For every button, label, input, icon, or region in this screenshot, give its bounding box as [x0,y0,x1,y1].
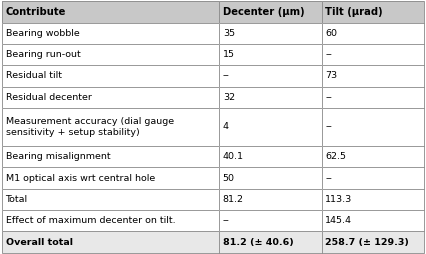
Text: --: -- [223,216,230,225]
Text: 81.2: 81.2 [223,195,244,204]
Text: 81.2 (± 40.6): 81.2 (± 40.6) [223,237,294,247]
Text: --: -- [325,93,332,102]
Text: Bearing run-out: Bearing run-out [6,50,80,59]
Bar [322,108,424,146]
Text: 15: 15 [223,50,235,59]
Bar [2,146,219,167]
Bar [219,167,322,189]
Bar [322,1,424,23]
Bar [322,146,424,167]
Text: 50: 50 [223,174,235,183]
Bar [322,65,424,87]
Bar [322,108,424,146]
Bar [2,87,219,108]
Bar [322,167,424,189]
Bar [219,23,322,44]
Bar [219,23,322,44]
Bar [322,1,424,23]
Bar [219,108,322,146]
Bar [219,146,322,167]
Bar [322,167,424,189]
Bar [219,231,322,253]
Bar [2,44,219,65]
Bar [322,210,424,231]
Text: Decenter (μm): Decenter (μm) [223,7,304,17]
Text: 145.4: 145.4 [325,216,352,225]
Bar [219,189,322,210]
Text: --: -- [223,71,230,80]
Bar [2,87,219,108]
Bar [2,108,219,146]
Bar [322,44,424,65]
Bar [322,231,424,253]
Bar [322,189,424,210]
Text: Bearing wobble: Bearing wobble [6,29,79,38]
Bar [2,231,219,253]
Bar [322,65,424,87]
Bar [322,87,424,108]
Bar [219,44,322,65]
Bar [2,65,219,87]
Text: 113.3: 113.3 [325,195,352,204]
Text: 4: 4 [223,122,229,132]
Bar [322,146,424,167]
Bar [2,231,219,253]
Text: Bearing misalignment: Bearing misalignment [6,152,110,161]
Bar [219,65,322,87]
Text: 60: 60 [325,29,337,38]
Text: Total: Total [6,195,28,204]
Text: --: -- [325,50,332,59]
Bar [219,87,322,108]
Bar [2,23,219,44]
Bar [219,189,322,210]
Text: Overall total: Overall total [6,237,72,247]
Bar [2,167,219,189]
Bar [322,189,424,210]
Bar [219,167,322,189]
Bar [2,65,219,87]
Bar [219,210,322,231]
Text: 62.5: 62.5 [325,152,346,161]
Bar [219,231,322,253]
Bar [2,146,219,167]
Bar [2,44,219,65]
Bar [2,210,219,231]
Text: --: -- [325,174,332,183]
Text: Residual tilt: Residual tilt [6,71,61,80]
Bar [219,108,322,146]
Text: Residual decenter: Residual decenter [6,93,92,102]
Bar [219,1,322,23]
Text: M1 optical axis wrt central hole: M1 optical axis wrt central hole [6,174,155,183]
Text: Effect of maximum decenter on tilt.: Effect of maximum decenter on tilt. [6,216,175,225]
Text: 40.1: 40.1 [223,152,244,161]
Bar [322,231,424,253]
Bar [2,1,219,23]
Bar [219,146,322,167]
Text: Tilt (μrad): Tilt (μrad) [325,7,383,17]
Bar [219,210,322,231]
Text: 35: 35 [223,29,235,38]
Bar [2,1,219,23]
Bar [219,87,322,108]
Bar [322,23,424,44]
Bar [2,189,219,210]
Text: 258.7 (± 129.3): 258.7 (± 129.3) [325,237,409,247]
Text: 32: 32 [223,93,235,102]
Bar [322,87,424,108]
Bar [219,65,322,87]
Bar [219,44,322,65]
Bar [322,44,424,65]
Text: Contribute: Contribute [6,7,66,17]
Text: Measurement accuracy (dial gauge
sensitivity + setup stability): Measurement accuracy (dial gauge sensiti… [6,117,174,137]
Text: 73: 73 [325,71,337,80]
Bar [2,108,219,146]
Bar [322,23,424,44]
Bar [2,210,219,231]
Bar [2,167,219,189]
Bar [322,210,424,231]
Bar [219,1,322,23]
Text: --: -- [325,122,332,132]
Bar [2,23,219,44]
Bar [2,189,219,210]
